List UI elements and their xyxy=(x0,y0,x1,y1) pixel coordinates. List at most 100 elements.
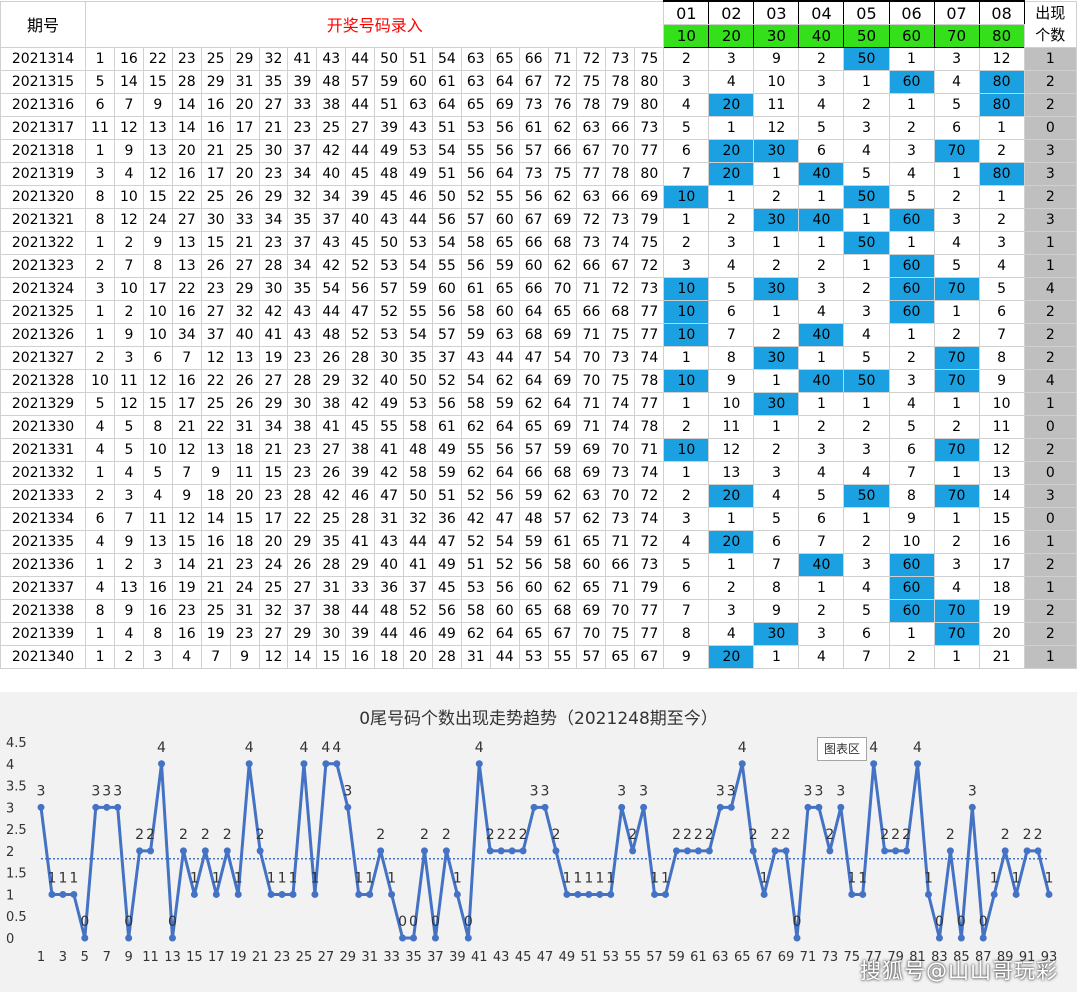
draw-number-cell[interactable]: 73 xyxy=(605,507,636,531)
draw-number-cell[interactable]: 23 xyxy=(171,47,202,71)
draw-number-cell[interactable]: 70 xyxy=(605,139,636,163)
draw-number-cell[interactable]: 38 xyxy=(316,93,347,117)
draw-number-cell[interactable]: 50 xyxy=(431,185,462,209)
tail-gap-cell[interactable]: 1 xyxy=(708,116,755,140)
draw-number-cell[interactable]: 37 xyxy=(287,139,318,163)
tail-hit-cell[interactable]: 80 xyxy=(978,93,1025,117)
draw-number-cell[interactable]: 75 xyxy=(605,323,636,347)
draw-number-cell[interactable]: 13 xyxy=(171,231,202,255)
draw-number-cell[interactable]: 66 xyxy=(518,277,549,301)
draw-number-cell[interactable]: 66 xyxy=(547,139,578,163)
tail-gap-cell[interactable]: 4 xyxy=(933,576,980,600)
tail-gap-cell[interactable]: 8 xyxy=(753,576,800,600)
header-period[interactable]: 期号 xyxy=(0,0,87,48)
draw-number-cell[interactable]: 12 xyxy=(113,208,144,232)
draw-number-cell[interactable]: 73 xyxy=(518,93,549,117)
draw-number-cell[interactable]: 14 xyxy=(113,70,144,94)
draw-number-cell[interactable]: 68 xyxy=(518,323,549,347)
draw-number-cell[interactable]: 40 xyxy=(345,208,376,232)
draw-number-cell[interactable]: 16 xyxy=(171,162,202,186)
tail-hit-cell[interactable]: 50 xyxy=(843,369,890,393)
draw-number-cell[interactable]: 69 xyxy=(547,323,578,347)
tail-gap-cell[interactable]: 1 xyxy=(843,254,890,278)
draw-number-cell[interactable]: 26 xyxy=(229,369,260,393)
tail-gap-cell[interactable]: 5 xyxy=(798,116,845,140)
draw-number-cell[interactable]: 64 xyxy=(489,415,520,439)
draw-number-cell[interactable]: 22 xyxy=(171,185,202,209)
draw-number-cell[interactable]: 41 xyxy=(258,323,289,347)
draw-number-cell[interactable]: 30 xyxy=(200,208,231,232)
draw-number-cell[interactable]: 57 xyxy=(374,277,405,301)
draw-number-cell[interactable]: 29 xyxy=(229,47,260,71)
draw-number-cell[interactable]: 5 xyxy=(85,392,115,416)
draw-number-cell[interactable]: 54 xyxy=(403,323,433,347)
tail-gap-cell[interactable]: 2 xyxy=(663,231,710,255)
period-cell[interactable]: 2021336 xyxy=(0,553,87,577)
draw-number-cell[interactable]: 8 xyxy=(85,185,115,209)
count-cell[interactable]: 0 xyxy=(1023,461,1077,485)
tail-gap-cell[interactable]: 4 xyxy=(798,300,845,324)
draw-number-cell[interactable]: 3 xyxy=(142,553,173,577)
tail-gap-cell[interactable]: 3 xyxy=(888,369,935,393)
draw-number-cell[interactable]: 57 xyxy=(576,645,607,669)
period-cell[interactable]: 2021317 xyxy=(0,116,87,140)
draw-number-cell[interactable]: 8 xyxy=(85,208,115,232)
draw-number-cell[interactable]: 64 xyxy=(489,70,520,94)
draw-number-cell[interactable]: 34 xyxy=(171,323,202,347)
draw-number-cell[interactable]: 62 xyxy=(547,254,578,278)
draw-number-cell[interactable]: 65 xyxy=(605,645,636,669)
draw-number-cell[interactable]: 50 xyxy=(403,484,433,508)
count-cell[interactable]: 2 xyxy=(1023,622,1077,646)
draw-number-cell[interactable]: 42 xyxy=(316,254,347,278)
header-count[interactable]: 出现 个数 xyxy=(1023,0,1077,48)
draw-number-cell[interactable]: 70 xyxy=(605,484,636,508)
draw-number-cell[interactable]: 34 xyxy=(287,162,318,186)
tail-gap-cell[interactable]: 1 xyxy=(843,70,890,94)
tail-gap-cell[interactable]: 3 xyxy=(933,47,980,71)
draw-number-cell[interactable]: 5 xyxy=(142,461,173,485)
draw-number-cell[interactable]: 32 xyxy=(258,47,289,71)
tail-gap-cell[interactable]: 1 xyxy=(708,185,755,209)
count-cell[interactable]: 2 xyxy=(1023,346,1077,370)
tail-hit-cell[interactable]: 10 xyxy=(663,438,710,462)
draw-number-cell[interactable]: 10 xyxy=(113,185,144,209)
draw-number-cell[interactable]: 25 xyxy=(200,185,231,209)
draw-number-cell[interactable]: 13 xyxy=(142,139,173,163)
tail-gap-cell[interactable]: 1 xyxy=(888,323,935,347)
tail-hit-cell[interactable]: 40 xyxy=(798,553,845,577)
draw-number-cell[interactable]: 9 xyxy=(200,461,231,485)
tail-gap-cell[interactable]: 2 xyxy=(888,346,935,370)
tail-gap-cell[interactable]: 13 xyxy=(978,461,1025,485)
draw-number-cell[interactable]: 9 xyxy=(142,93,173,117)
draw-number-cell[interactable]: 48 xyxy=(403,438,433,462)
period-cell[interactable]: 2021315 xyxy=(0,70,87,94)
draw-number-cell[interactable]: 1 xyxy=(85,461,115,485)
tail-hit-cell[interactable]: 70 xyxy=(933,369,980,393)
draw-number-cell[interactable]: 45 xyxy=(374,185,405,209)
draw-number-cell[interactable]: 39 xyxy=(345,461,376,485)
draw-number-cell[interactable]: 4 xyxy=(113,461,144,485)
header-tail-top[interactable]: 01 xyxy=(663,0,710,25)
draw-number-cell[interactable]: 6 xyxy=(142,346,173,370)
draw-number-cell[interactable]: 8 xyxy=(142,415,173,439)
draw-number-cell[interactable]: 15 xyxy=(142,185,173,209)
draw-number-cell[interactable]: 55 xyxy=(460,438,491,462)
draw-number-cell[interactable]: 63 xyxy=(460,70,491,94)
draw-number-cell[interactable]: 2 xyxy=(113,645,144,669)
tail-gap-cell[interactable]: 2 xyxy=(933,530,980,554)
draw-number-cell[interactable]: 27 xyxy=(229,254,260,278)
draw-number-cell[interactable]: 4 xyxy=(171,645,202,669)
draw-number-cell[interactable]: 23 xyxy=(287,461,318,485)
draw-number-cell[interactable]: 69 xyxy=(547,208,578,232)
tail-gap-cell[interactable]: 2 xyxy=(798,47,845,71)
tail-gap-cell[interactable]: 2 xyxy=(843,277,890,301)
tail-gap-cell[interactable]: 11 xyxy=(978,415,1025,439)
tail-gap-cell[interactable]: 6 xyxy=(663,139,710,163)
draw-number-cell[interactable]: 69 xyxy=(634,185,665,209)
draw-number-cell[interactable]: 14 xyxy=(171,553,202,577)
period-cell[interactable]: 2021325 xyxy=(0,300,87,324)
tail-hit-cell[interactable]: 40 xyxy=(798,162,845,186)
tail-gap-cell[interactable]: 2 xyxy=(798,415,845,439)
draw-number-cell[interactable]: 38 xyxy=(316,599,347,623)
draw-number-cell[interactable]: 73 xyxy=(634,553,665,577)
